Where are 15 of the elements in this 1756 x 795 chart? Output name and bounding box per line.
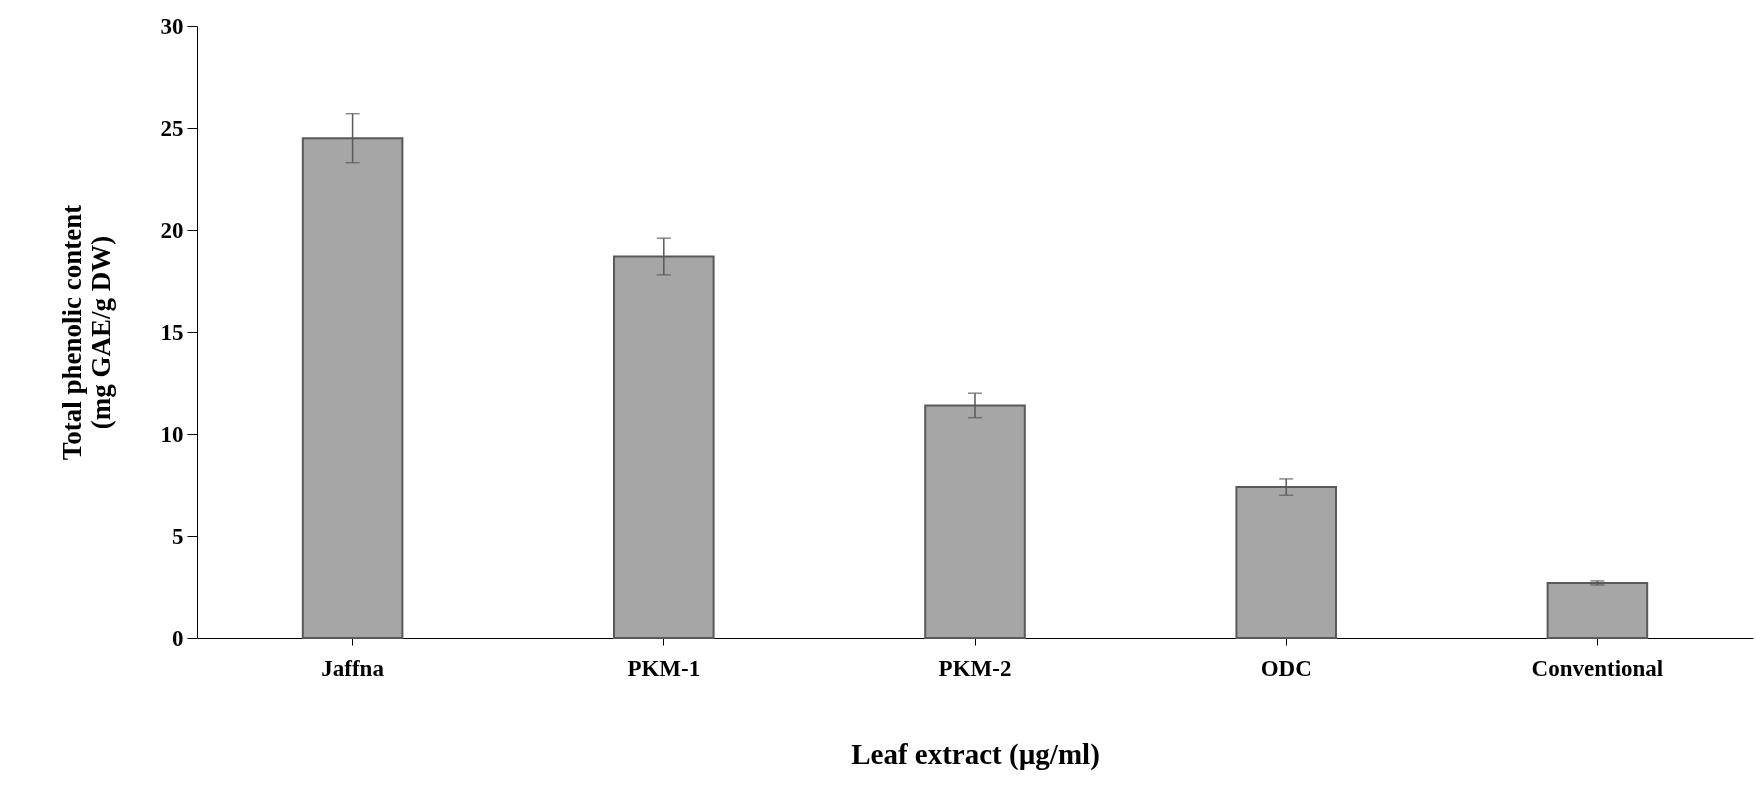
y-tick-label: 15 <box>160 319 184 345</box>
x-tick-label: Jaffna <box>321 655 385 681</box>
x-tick-label: ODC <box>1260 655 1312 681</box>
x-tick-label: Conventional <box>1531 655 1664 681</box>
y-axis-title: Total phenolic content (mg GAE/g DW) <box>56 204 116 461</box>
y-tick-label: 25 <box>160 115 184 141</box>
x-tick-label: PKM-1 <box>627 655 701 681</box>
bar <box>1546 581 1649 639</box>
x-tick-label: PKM-2 <box>938 655 1012 681</box>
y-tick-label: 0 <box>172 625 184 651</box>
y-tick-label: 10 <box>160 421 184 447</box>
y-tick-label: 20 <box>160 217 184 243</box>
x-axis-title: Leaf extract (µg/ml) <box>851 737 1100 771</box>
y-tick-label: 5 <box>172 523 184 549</box>
y-tick-label: 30 <box>160 13 184 39</box>
